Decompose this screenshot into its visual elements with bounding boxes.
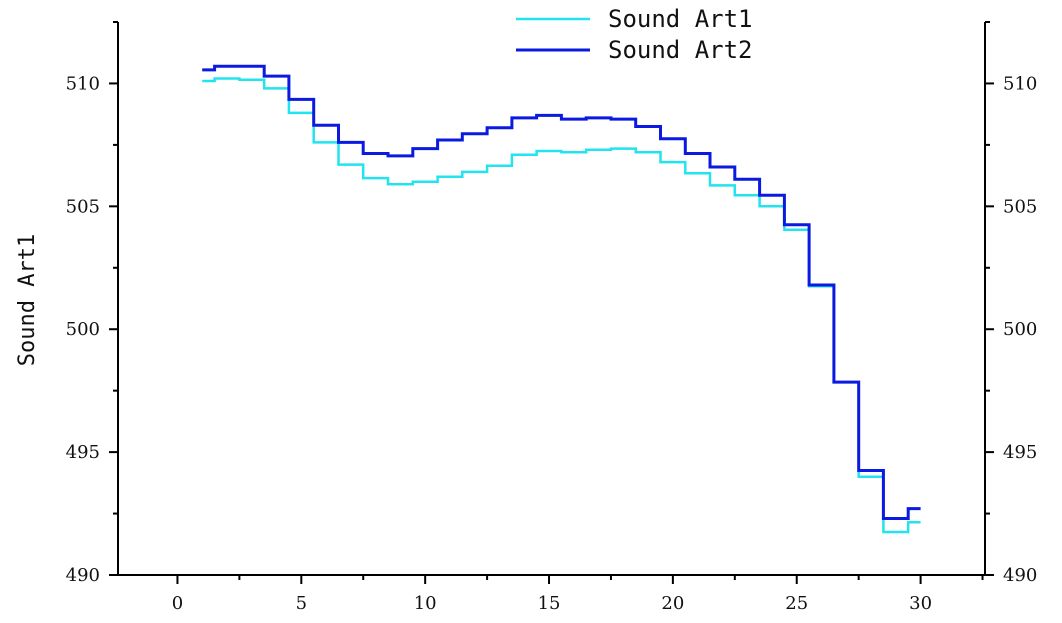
x-tick-label: 5 [296,593,307,614]
y-tick-label-right: 495 [1003,442,1037,463]
y-tick-label-left: 505 [66,196,100,217]
x-tick-label: 10 [414,593,437,614]
y-tick-label-right: 490 [1003,565,1037,586]
y-tick-label-right: 505 [1003,196,1037,217]
axes-frame [117,22,986,576]
series-line-2 [202,64,921,520]
x-tick-label: 25 [785,593,808,614]
legend-label-2: Sound Art2 [608,36,753,64]
series-line-1 [202,77,921,534]
y-tick-label-left: 490 [66,565,100,586]
x-tick-label: 0 [172,593,183,614]
legend: Sound Art1 Sound Art2 [516,5,753,64]
series-layer [202,64,921,534]
x-tick-label: 20 [661,593,684,614]
y-tick-label-right: 500 [1003,319,1037,340]
legend-label-1: Sound Art1 [608,5,753,33]
y-tick-label-left: 495 [66,442,100,463]
x-tick-label: 15 [538,593,561,614]
y-axis-title: Sound Art1 [15,234,40,366]
y-tick-label-left: 500 [66,319,100,340]
y-tick-label-right: 510 [1003,73,1037,94]
x-tick-label: 30 [909,593,932,614]
y-tick-label-left: 510 [66,73,100,94]
